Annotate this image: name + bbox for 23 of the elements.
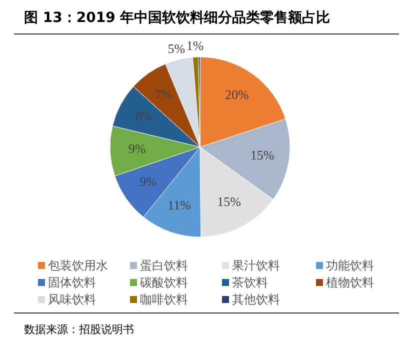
legend-label: 功能饮料 [326,258,374,272]
legend-label: 其他饮料 [232,292,280,306]
legend-label: 咖啡饮料 [140,292,188,306]
legend-label: 包装饮用水 [48,258,108,272]
data-label: 9% [128,140,146,156]
data-label: 1% [186,38,204,54]
legend-label: 果汁饮料 [232,258,280,272]
data-label: 5% [168,40,186,56]
data-label: 8% [136,108,154,124]
data-label: 11% [168,197,192,212]
legend-label: 固体饮料 [48,275,96,290]
data-label: 15% [250,148,274,163]
source-note: 数据来源：招股说明书 [24,323,134,336]
chart-title: 图 13：2019 年中国软饮料细分品类零售额占比 [24,9,330,26]
legend-label: 风味饮料 [48,292,96,306]
data-label: 9% [140,174,158,190]
legend-label: 植物饮料 [326,275,374,290]
data-label: 7% [155,86,173,102]
legend-label: 蛋白饮料 [140,258,188,272]
data-label: 20% [225,86,250,102]
legend-label: 茶饮料 [232,275,268,290]
legend-label: 碳酸饮料 [139,275,188,290]
data-label: 15% [217,194,242,209]
